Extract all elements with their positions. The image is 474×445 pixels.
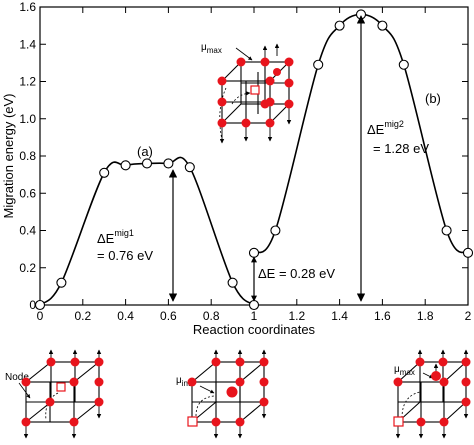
dE2-label: ΔEmig2 [367,119,404,137]
y-tick-label: 0.8 [19,149,36,163]
data-point [270,225,281,236]
x-tick-label: 0.6 [160,309,177,323]
x-tick-label: 1.8 [417,309,434,323]
mu-max-label: μmax [394,364,415,377]
x-tick-label: 2 [465,309,472,323]
data-point [56,277,67,288]
data-point [227,277,238,288]
y-tick-label: 0.2 [19,261,36,275]
dE1-label: ΔEmig1 [97,228,134,246]
inset-cube-top: μmax [201,42,294,144]
dE2-value: = 1.28 eV [373,141,429,156]
node-label: Node [5,372,29,383]
dE1-value: = 0.76 eV [97,248,153,263]
data-point [313,59,324,70]
inset-cube-int: μint [176,349,269,439]
inset-top-pointer [235,47,253,61]
y-tick-label: 1.6 [19,0,36,14]
label-a: (a) [137,144,153,159]
mu-int-pointer [199,385,215,394]
inset-cube-max: μmax [393,349,471,439]
y-tick-label: 1.4 [19,37,36,51]
inset-cube-node: Node [5,349,104,439]
x-tick-label: 1.4 [331,309,348,323]
y-tick-label: 1.2 [19,75,36,89]
y-tick-label: 0.4 [19,224,36,238]
y-axis-label: Migration energy (eV) [1,94,16,219]
data-point [141,158,153,169]
x-axis-label: Reaction coordinates [193,322,316,337]
data-point [163,158,174,169]
y-tick-label: 1.0 [19,112,36,126]
inset-top-mu-label: μmax [201,42,222,55]
series-group [34,9,474,311]
data-point [120,160,131,171]
x-tick-label: 1.2 [288,309,305,323]
label-b: (b) [425,91,441,106]
data-point [34,299,46,311]
x-tick-label: 0.8 [203,309,220,323]
y-tick-label: 0.6 [19,186,36,200]
mu-int-label: μint [176,375,191,388]
node-pointer [18,382,31,399]
x-tick-label: 0 [37,309,44,323]
x-tick-label: 0.2 [74,309,91,323]
data-point [398,59,409,70]
data-point [334,20,345,31]
data-point [248,299,260,311]
x-tick-label: 1.6 [374,309,391,323]
data-point [248,247,260,258]
data-point [184,162,195,173]
data-point [377,20,388,31]
data-point [462,247,474,258]
dE-offset-label: ΔE = 0.28 eV [258,266,335,281]
y-axis-ticks: 0 0.2 0.4 0.6 0.8 1.0 1.2 1.4 1.6 [19,0,468,312]
x-tick-label: 1 [251,309,258,323]
data-point [99,167,110,178]
x-axis-ticks: 0 0.2 0.4 0.6 0.8 1 1.2 1.4 1.6 1.8 2 [37,7,472,323]
data-point [441,225,452,236]
series-line-1 [39,156,255,306]
y-tick-label: 0 [29,298,36,312]
x-tick-label: 0.4 [117,309,134,323]
